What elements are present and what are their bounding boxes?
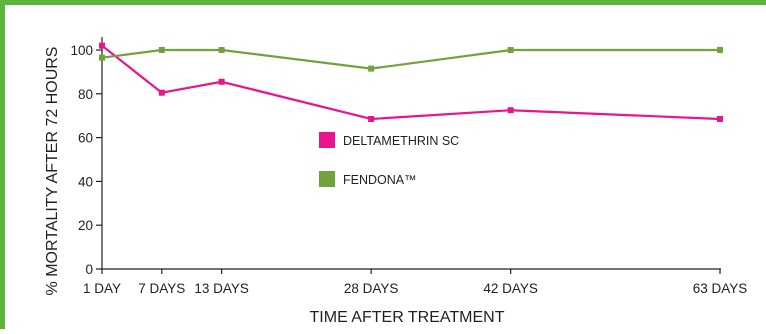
y-tick-label: 40 xyxy=(78,174,93,189)
data-point-1 xyxy=(717,115,723,122)
data-point-2 xyxy=(218,47,225,53)
x-tick-label: 63 DAYS xyxy=(693,281,748,296)
x-tick-label: 42 DAYS xyxy=(483,281,538,296)
y-axis-title: % MORTALITY AFTER 72 HOURS xyxy=(44,47,61,296)
y-tick-label: 100 xyxy=(70,43,93,58)
y-tick-label: 0 xyxy=(85,262,93,277)
x-axis-ticks: 1 DAY 7 DAYS 13 DAYS 28 DAYS 42 DAYS 63 DAYS xyxy=(83,269,747,296)
data-point-2 xyxy=(158,47,165,53)
data-point-1 xyxy=(368,115,375,122)
data-point-1 xyxy=(507,107,514,114)
series-layer xyxy=(99,42,723,122)
legend-label: FENDONA™ xyxy=(343,173,417,187)
x-tick-label: 7 DAYS xyxy=(138,281,185,296)
y-tick-label: 20 xyxy=(78,218,93,233)
legend: DELTAMETHRIN SC FENDONA™ xyxy=(319,132,459,187)
series-line-1 xyxy=(101,44,721,121)
x-tick-label: 1 DAY xyxy=(83,281,121,296)
y-tick-label: 60 xyxy=(78,131,93,146)
data-point-1 xyxy=(218,78,225,85)
x-tick-label: 28 DAYS xyxy=(344,281,399,296)
y-axis-ticks: 0 20 40 60 80 100 xyxy=(70,43,102,277)
x-axis-title: TIME AFTER TREATMENT xyxy=(310,309,505,326)
data-point-2 xyxy=(507,47,514,53)
line-chart: 0 20 40 60 80 100 1 DAY 7 DAYS 13 DAYS 28 DAYS 42… xyxy=(44,37,747,326)
data-point-2 xyxy=(368,65,375,72)
x-tick-label: 13 DAYS xyxy=(194,281,249,296)
data-point-1 xyxy=(158,89,165,96)
legend-swatch xyxy=(319,132,335,148)
legend-swatch xyxy=(319,171,335,187)
axes xyxy=(101,37,721,270)
y-tick-label: 80 xyxy=(78,87,93,102)
legend-label: DELTAMETHRIN SC xyxy=(343,134,459,148)
data-point-1 xyxy=(99,42,105,49)
series-line-2 xyxy=(101,48,720,70)
data-point-2 xyxy=(717,47,723,53)
data-point-2 xyxy=(99,54,105,61)
